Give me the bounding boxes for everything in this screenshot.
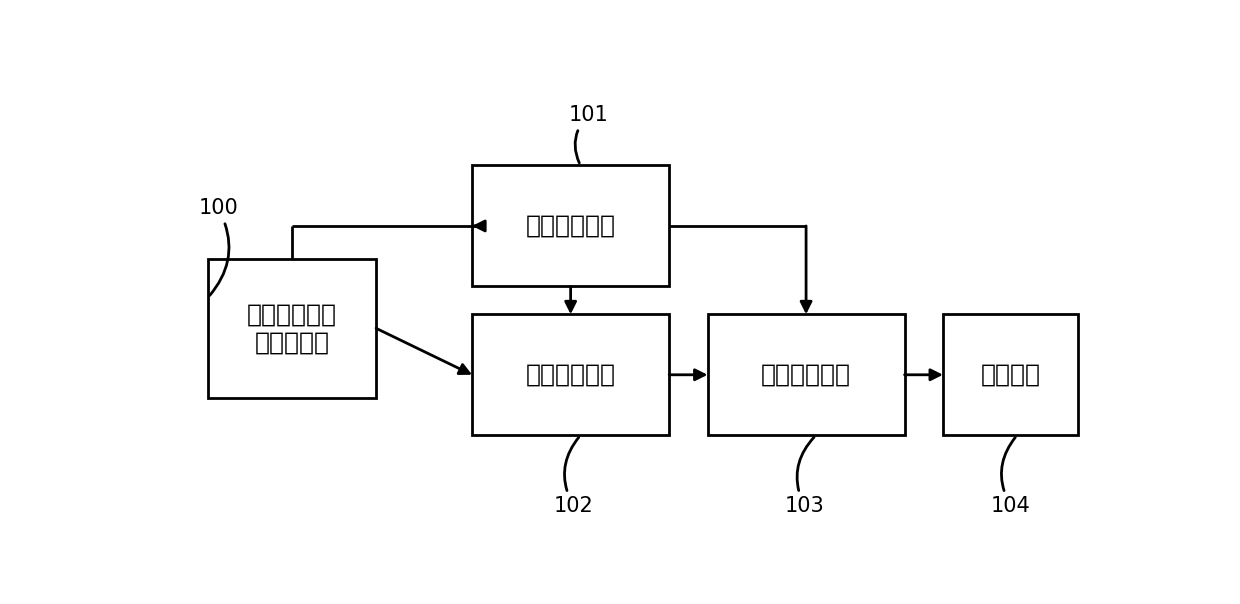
Text: 101: 101 <box>568 105 608 163</box>
Bar <box>708 314 904 435</box>
Text: 102: 102 <box>554 437 594 516</box>
Text: 输出模块: 输出模块 <box>981 363 1040 387</box>
Text: 图像及惯性数
据获取模块: 图像及惯性数 据获取模块 <box>247 303 337 354</box>
Bar <box>942 314 1078 435</box>
Text: 104: 104 <box>991 437 1030 516</box>
Bar <box>208 259 376 398</box>
Text: 103: 103 <box>785 437 825 516</box>
Bar <box>472 314 670 435</box>
Text: 运动估计模块: 运动估计模块 <box>761 363 851 387</box>
Bar <box>472 165 670 286</box>
Text: 深度估计模块: 深度估计模块 <box>526 363 615 387</box>
Text: 光流计算模块: 光流计算模块 <box>526 214 615 238</box>
Text: 100: 100 <box>198 198 238 295</box>
